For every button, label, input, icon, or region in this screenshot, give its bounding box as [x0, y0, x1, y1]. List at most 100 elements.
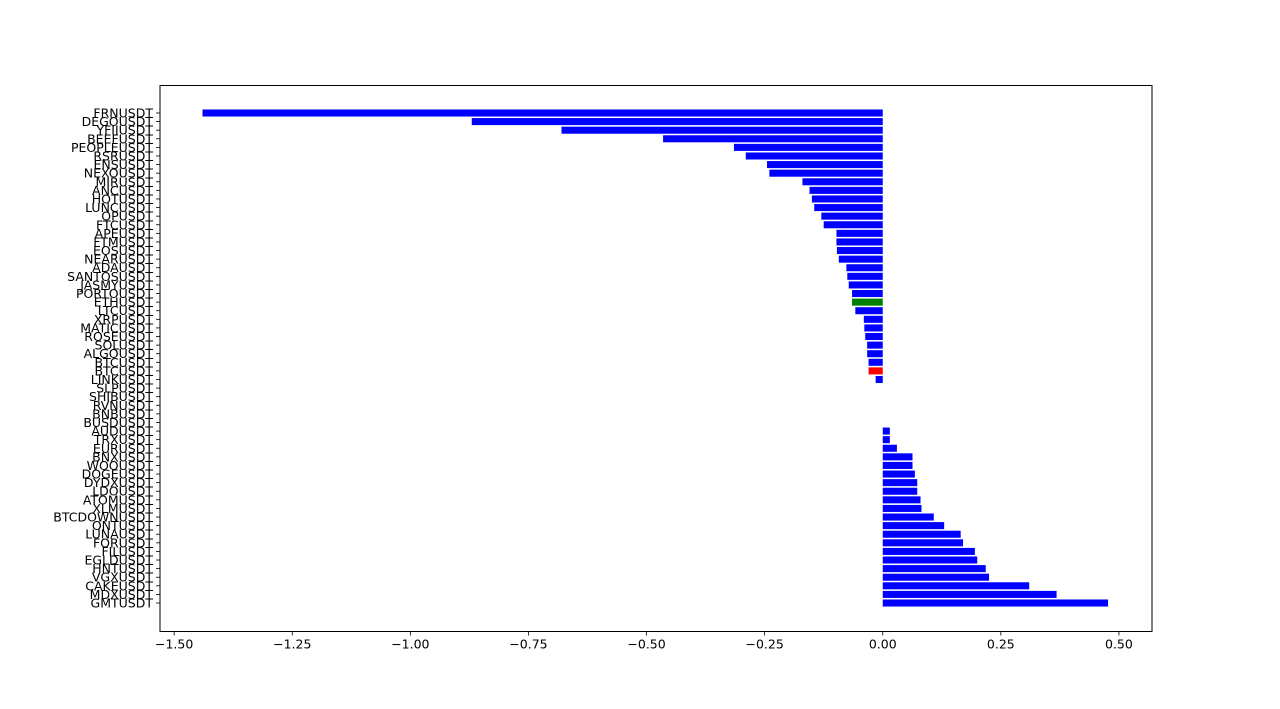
- y-tick-label: BTCDOWNUSDT: [53, 510, 153, 525]
- bar-ftmusdt: [836, 238, 883, 246]
- y-tick-label: BTCUSDT: [94, 363, 153, 378]
- y-tick-label: ANCUSDT: [92, 183, 153, 198]
- bar-jasmyusdt: [848, 281, 883, 289]
- bar-opusdt: [821, 212, 883, 220]
- y-tick-label: SHIBUSDT: [89, 389, 153, 404]
- y-tick-label: FTMUSDT: [93, 234, 153, 249]
- y-tick-label: ALGOUSDT: [84, 346, 154, 361]
- y-tick-label: LUNCUSDT: [85, 200, 153, 215]
- y-tick-label: ATOMUSDT: [83, 492, 154, 507]
- bar-nearusdt: [838, 255, 883, 263]
- bar-dogeusdt: [882, 470, 915, 478]
- y-tick-label: VGXUSDT: [92, 570, 154, 585]
- y-tick-label: EOSUSDT: [93, 243, 153, 258]
- bar-apeusdt: [836, 229, 883, 237]
- bar-trxusdt: [882, 436, 890, 444]
- bar-maticusdt: [864, 324, 883, 332]
- bar-hotusdt: [811, 195, 883, 203]
- y-tick-label: MATICUSDT: [80, 320, 153, 335]
- bar-vgxusdt: [882, 573, 990, 581]
- y-tick-label: OPUSDT: [101, 209, 153, 224]
- bar-lunausdt: [882, 530, 961, 538]
- y-tick-label: MIRUSDT: [95, 174, 153, 189]
- y-tick-label: AUDUSDT: [91, 424, 153, 439]
- y-tick-label: ONTUSDT: [92, 518, 154, 533]
- y-tick-label: RSRUSDT: [93, 148, 153, 163]
- bar-btcdownusdt: [882, 513, 934, 521]
- x-tick-label: 0.50: [1105, 637, 1133, 652]
- plot-frame: [159, 85, 1153, 632]
- y-tick-label: EURUSDT: [93, 441, 153, 456]
- y-tick-label: ADAUSDT: [92, 260, 153, 275]
- bar-xlmusdt: [882, 504, 922, 512]
- y-axis: FRNUSDTDEGOUSDTYFIIUSDTBEEFUSDTPEOPLEUSD…: [53, 106, 160, 611]
- y-tick-label: NEARUSDT: [84, 252, 153, 267]
- y-tick-label: RVNUSDT: [93, 398, 154, 413]
- y-tick-label: XLMUSDT: [92, 501, 153, 516]
- y-tick-label: HOTUSDT: [92, 191, 154, 206]
- y-tick-label: PEOPLEUSDT: [71, 140, 153, 155]
- bar-eurusdt: [882, 444, 897, 452]
- y-tick-label: YFIIUSDT: [95, 123, 153, 138]
- y-tick-label: LUNAUSDT: [85, 527, 153, 542]
- y-tick-label: EGLDUSDT: [84, 553, 153, 568]
- y-tick-label: TRXUSDT: [93, 432, 154, 447]
- y-tick-label: APEUSDT: [95, 226, 154, 241]
- y-tick-label: NEXOUSDT: [84, 166, 154, 181]
- bar-filusdt: [882, 547, 975, 555]
- y-tick-label: DOGEUSDT: [82, 467, 154, 482]
- bar-beefusdt: [663, 135, 883, 143]
- bar-gmtusdt: [882, 599, 1109, 607]
- bar-ftcusdt: [823, 221, 883, 229]
- y-tick-label: ENSUSDT: [93, 157, 153, 172]
- y-tick-label: BNXUSDT: [92, 449, 153, 464]
- bar-audusdt: [882, 427, 890, 435]
- bar-luncusdt: [814, 204, 883, 212]
- y-tick-label: BEEFUSDT: [87, 131, 153, 146]
- x-tick-label: −0.50: [627, 637, 665, 652]
- bars-group: [202, 109, 1109, 607]
- y-tick-label: SLPUSDT: [96, 381, 153, 396]
- y-tick-label: JASMYUSDT: [79, 277, 153, 292]
- bar-ensusdt: [767, 161, 883, 169]
- y-tick-label: BNBUSDT: [92, 406, 153, 421]
- bar-ldousdt: [882, 487, 918, 495]
- y-tick-label: FRNUSDT: [93, 106, 153, 121]
- bar-btcusdt: [868, 367, 883, 375]
- bar-ontusdt: [882, 522, 945, 530]
- bar-portousdt: [852, 290, 883, 298]
- y-tick-label: LTCUSDT: [98, 303, 154, 318]
- x-axis: −1.50 −1.25 −1.00 −0.75 −0.50 −0.25 0.00 0.25 0.…: [155, 631, 1133, 652]
- bar-frnusdt: [202, 109, 883, 117]
- y-tick-label: DEGOUSDT: [82, 114, 154, 129]
- y-tick-label: GMTUSDT: [91, 596, 154, 611]
- x-tick-label: −0.75: [509, 637, 547, 652]
- y-tick-label: ETHUSDT: [94, 295, 154, 310]
- bar-forusdt: [882, 539, 964, 547]
- bar-bnxusdt: [882, 453, 913, 461]
- bar-btcusdt: [868, 358, 883, 366]
- bar-cakeusdt: [882, 582, 1030, 590]
- y-tick-label: CAKEUSDT: [85, 578, 153, 593]
- bar-mirusdt: [802, 178, 883, 186]
- y-tick-label: SOLUSDT: [95, 338, 154, 353]
- y-tick-label: LINKUSDT: [91, 372, 154, 387]
- bar-hntusdt: [882, 565, 986, 573]
- y-tick-label: LDOUSDT: [92, 484, 153, 499]
- y-tick-label: FTCUSDT: [96, 217, 153, 232]
- y-tick-label: ROSEUSDT: [84, 329, 153, 344]
- bar-ethusdt: [852, 298, 883, 306]
- y-tick-label: MDXUSDT: [90, 587, 154, 602]
- bar-adausdt: [846, 264, 883, 272]
- y-tick-label: FORUSDT: [93, 535, 153, 550]
- y-tick-label: BTCUSDT: [94, 355, 153, 370]
- bar-nexousdt: [769, 169, 883, 177]
- y-tick-label: FILUSDT: [101, 544, 153, 559]
- y-tick-label: PORTOUSDT: [76, 286, 153, 301]
- y-tick-label: SANTOSUSDT: [67, 269, 153, 284]
- bar-solusdt: [867, 341, 883, 349]
- bar-algousdt: [867, 350, 883, 358]
- bar-santosusdt: [847, 272, 883, 280]
- x-tick-label: −1.00: [391, 637, 429, 652]
